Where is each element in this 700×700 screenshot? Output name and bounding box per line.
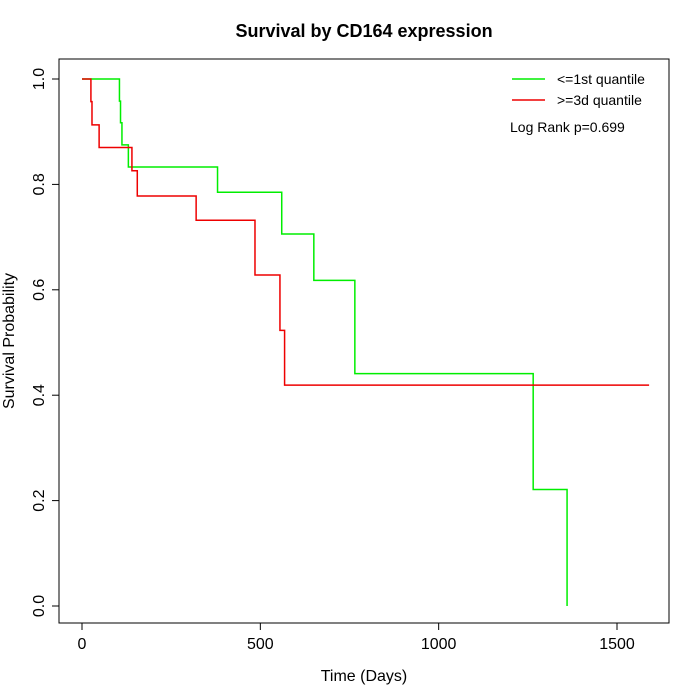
x-tick-label: 1500 <box>599 636 635 653</box>
plot-area-border <box>58 58 670 624</box>
log-rank-annotation: Log Rank p=0.699 <box>510 119 625 135</box>
y-tick-label: 1.0 <box>31 68 48 90</box>
y-tick-label: 0.6 <box>31 279 48 301</box>
y-tick-label: 0.8 <box>31 173 48 195</box>
x-tick-label: 0 <box>78 636 87 653</box>
y-tick-label: 0.4 <box>31 384 48 406</box>
series-line-1 <box>82 78 568 606</box>
x-axis: 0 500 1000 1500 <box>78 622 635 653</box>
x-tick-label: 500 <box>247 636 274 653</box>
legend-label-series-2: >=3d quantile <box>557 92 642 108</box>
chart-title: Survival by CD164 expression <box>235 21 492 41</box>
legend-label-series-1: <=1st quantile <box>557 71 645 87</box>
y-tick-label: 0.0 <box>31 595 48 617</box>
x-axis-label: Time (Days) <box>321 668 408 685</box>
series-line-2 <box>82 78 650 386</box>
y-tick-label: 0.2 <box>31 489 48 511</box>
series-layer <box>82 78 650 606</box>
legend: <=1st quantile >=3d quantile <box>512 71 645 108</box>
x-tick-label: 1000 <box>421 636 457 653</box>
y-axis-label: Survival Probability <box>1 273 18 409</box>
y-axis: 0.0 0.2 0.4 0.6 0.8 1.0 <box>31 68 60 617</box>
